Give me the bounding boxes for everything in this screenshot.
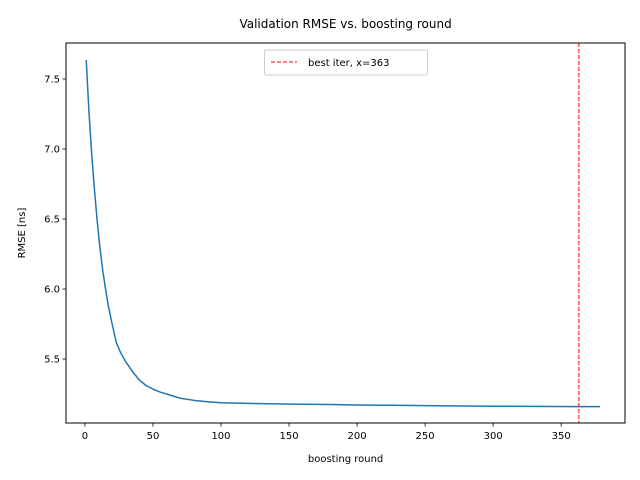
y-tick-label: 5.5 [44, 355, 60, 366]
x-axis-ticks: 0 50 100 150 200 250 300 350 [82, 423, 571, 442]
y-tick-label: 6.5 [44, 214, 60, 225]
y-axis-label: RMSE [ns] [17, 208, 28, 259]
plot-background [66, 43, 625, 423]
legend-box [264, 49, 428, 76]
y-tick-label: 7.5 [44, 74, 60, 85]
series-line-0 [85, 59, 601, 408]
y-tick-label: 6.0 [44, 285, 60, 296]
x-tick-label: 0 [82, 431, 88, 442]
x-tick-label: 200 [348, 431, 367, 442]
axes-border [65, 42, 626, 424]
axes-frame [65, 42, 626, 424]
y-tick-label: 7.0 [44, 144, 60, 155]
x-tick-label: 100 [211, 431, 230, 442]
x-tick-label: 150 [279, 431, 298, 442]
x-axis-label: boosting round [308, 454, 383, 465]
plot-area [66, 43, 625, 423]
legend-label: best iter, x=363 [308, 58, 390, 69]
legend: best iter, x=363 [264, 49, 428, 76]
series-layer [85, 59, 601, 408]
x-tick-label: 350 [552, 431, 571, 442]
x-tick-label: 50 [147, 431, 160, 442]
x-tick-label: 300 [484, 431, 503, 442]
chart-title: Validation RMSE vs. boosting round [239, 17, 451, 31]
x-tick-label: 250 [416, 431, 435, 442]
y-axis-ticks: 5.5 6.0 6.5 7.0 7.5 [44, 74, 66, 366]
